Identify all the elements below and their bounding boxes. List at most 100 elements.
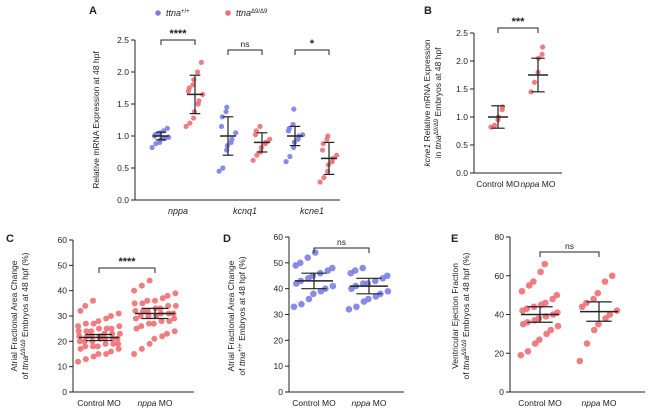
y-tick-label: 50: [274, 258, 284, 268]
y-tick-label: 40: [58, 286, 68, 296]
data-point: [383, 272, 391, 280]
data-point: [116, 330, 123, 337]
y-tick-label: 30: [274, 310, 284, 320]
data-point: [103, 351, 110, 357]
data-point: [109, 330, 116, 337]
significance-label: ns: [337, 237, 346, 247]
data-point: [172, 290, 179, 297]
data-point: [76, 333, 83, 340]
data-point: [537, 268, 544, 276]
data-point: [187, 120, 193, 126]
data-point: [150, 320, 157, 327]
data-point: [371, 277, 379, 285]
data-point: [286, 125, 292, 131]
data-point: [267, 136, 273, 142]
data-point: [82, 320, 89, 327]
data-point: [186, 85, 192, 91]
x-tick-label: kcnq1: [233, 206, 257, 216]
data-point: [183, 123, 189, 129]
y-tick-label: 60: [274, 232, 284, 242]
data-point: [535, 315, 543, 322]
data-point: [146, 340, 153, 347]
data-point: [139, 300, 146, 307]
data-point: [317, 179, 323, 185]
significance-label: ****: [118, 256, 136, 268]
x-tick-label: nppa MO: [521, 179, 556, 189]
x-tick-label: kcne1: [300, 206, 324, 216]
data-point: [163, 330, 170, 337]
data-point: [146, 320, 153, 327]
y-tick-label: 1.0: [456, 112, 468, 122]
data-point: [216, 168, 222, 174]
data-point: [76, 338, 83, 345]
data-point: [196, 98, 202, 104]
data-point: [310, 290, 317, 298]
significance-bracket: [497, 27, 539, 33]
data-point: [115, 310, 122, 317]
data-point: [602, 315, 609, 322]
data-point: [191, 115, 197, 121]
data-point: [296, 259, 304, 267]
data-point: [291, 144, 297, 151]
data-point: [517, 351, 525, 359]
data-point: [328, 264, 336, 272]
data-point: [518, 287, 526, 295]
data-point: [365, 295, 372, 303]
data-point: [90, 353, 97, 360]
data-point: [75, 358, 82, 365]
legend-label: ttnaΔ9/Δ9: [236, 8, 268, 18]
data-point: [613, 307, 621, 314]
data-point: [144, 297, 151, 304]
legend-marker: [225, 10, 231, 16]
data-point: [90, 320, 97, 327]
data-point: [359, 264, 367, 272]
significance-bracket: [294, 49, 330, 55]
y-tick-label: 0: [62, 387, 67, 397]
data-point: [283, 159, 289, 165]
data-point: [131, 300, 138, 307]
data-point: [144, 307, 151, 314]
data-point: [305, 295, 313, 303]
data-point: [103, 325, 110, 332]
data-point: [601, 278, 609, 285]
data-point: [329, 282, 337, 290]
data-point: [165, 302, 172, 309]
x-tick-label: Control MO: [476, 179, 520, 189]
y-tick-label: 10: [58, 362, 68, 372]
data-point: [132, 307, 139, 314]
data-point: [110, 340, 117, 347]
y-tick-label: 2.0: [456, 56, 468, 66]
data-point: [540, 44, 546, 50]
data-point: [219, 114, 225, 120]
data-point: [553, 291, 561, 299]
data-point: [131, 287, 138, 294]
y-tick-label: 0: [278, 387, 283, 397]
data-point: [152, 297, 158, 304]
data-point: [107, 313, 114, 319]
data-point: [149, 144, 155, 151]
data-point: [220, 165, 226, 171]
y-axis-label: Relative mRNA Expression at 48 hpf: [91, 51, 101, 189]
data-point: [151, 335, 158, 342]
y-tick-label: 0.0: [456, 168, 468, 178]
y-axis-label-line1: kcne1 Relative mRNA Expression: [422, 39, 432, 166]
data-point: [257, 123, 263, 129]
data-point: [334, 152, 340, 158]
data-point: [287, 153, 293, 160]
y-tick-label: 1.5: [456, 84, 468, 94]
data-point: [554, 322, 562, 330]
data-point: [132, 315, 139, 322]
data-point: [138, 323, 145, 330]
y-tick-label: 2.5: [456, 28, 468, 38]
x-tick-label: nppa MO: [138, 398, 173, 408]
data-point: [82, 356, 89, 363]
y-tick-label: 0.5: [456, 140, 468, 150]
data-point: [250, 157, 256, 163]
y-tick-label: 0.0: [117, 195, 129, 205]
y-tick-label: 20: [274, 335, 284, 345]
y-tick-label: 20: [58, 336, 68, 346]
data-point: [500, 104, 506, 110]
data-point: [159, 295, 166, 302]
data-point: [524, 348, 532, 355]
data-point: [115, 340, 122, 347]
